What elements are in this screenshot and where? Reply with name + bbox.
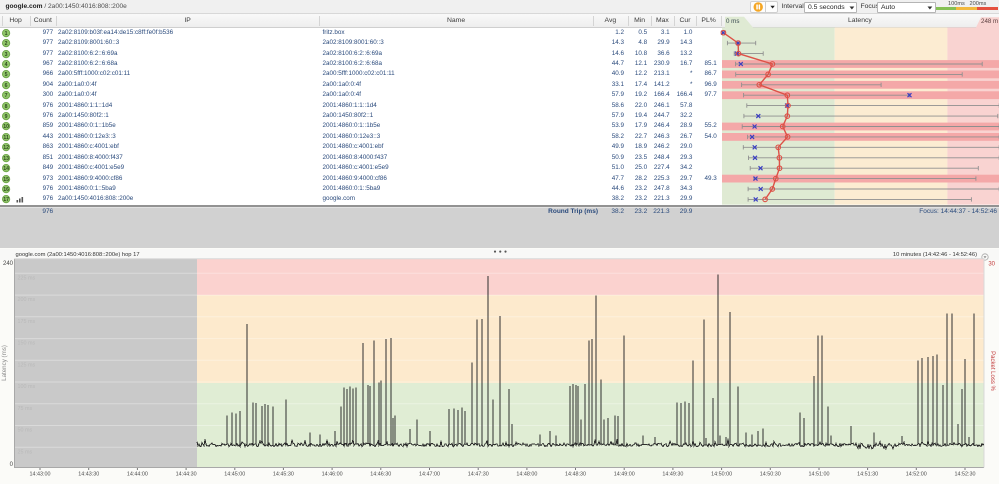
svg-text:175 ms: 175 ms	[18, 319, 36, 325]
svg-text:14:52:00: 14:52:00	[906, 472, 927, 478]
svg-text:1: 1	[4, 31, 7, 37]
svg-text:6: 6	[4, 83, 7, 89]
svg-text:12: 12	[3, 145, 9, 151]
svg-text:14:51:00: 14:51:00	[809, 472, 830, 478]
svg-text:125 ms: 125 ms	[18, 362, 36, 368]
svg-text:0: 0	[10, 462, 14, 468]
svg-text:11: 11	[3, 135, 9, 141]
svg-text:13: 13	[3, 156, 9, 162]
svg-text:14:44:30: 14:44:30	[176, 472, 197, 478]
svg-text:5: 5	[4, 72, 7, 78]
svg-text:14: 14	[3, 166, 9, 172]
svg-text:14:50:00: 14:50:00	[711, 472, 732, 478]
svg-text:15: 15	[3, 177, 9, 183]
svg-text:150 ms: 150 ms	[18, 341, 36, 347]
svg-text:16: 16	[3, 187, 9, 193]
svg-text:2: 2	[4, 41, 7, 47]
svg-text:50 ms: 50 ms	[18, 428, 33, 434]
svg-text:9: 9	[4, 114, 7, 120]
svg-text:240: 240	[3, 261, 14, 267]
svg-text:4: 4	[4, 62, 7, 68]
svg-text:14:44:00: 14:44:00	[127, 472, 148, 478]
svg-text:7: 7	[4, 93, 7, 99]
svg-text:14:48:30: 14:48:30	[565, 472, 586, 478]
svg-text:8: 8	[4, 104, 7, 110]
svg-text:14:46:30: 14:46:30	[370, 472, 391, 478]
svg-text:Latency (ms): Latency (ms)	[1, 345, 8, 381]
svg-text:14:46:00: 14:46:00	[322, 472, 343, 478]
svg-text:225 ms: 225 ms	[18, 275, 36, 281]
svg-text:14:49:00: 14:49:00	[614, 472, 635, 478]
svg-text:Packet Loss %: Packet Loss %	[989, 351, 995, 391]
svg-text:100 ms: 100 ms	[18, 384, 36, 390]
svg-text:14:43:30: 14:43:30	[78, 472, 99, 478]
svg-text:14:43:00: 14:43:00	[30, 472, 51, 478]
svg-text:14:50:30: 14:50:30	[760, 472, 781, 478]
svg-text:14:47:30: 14:47:30	[468, 472, 489, 478]
svg-text:30: 30	[988, 262, 995, 268]
svg-text:14:47:00: 14:47:00	[419, 472, 440, 478]
svg-text:17: 17	[3, 197, 9, 203]
svg-text:10: 10	[3, 125, 9, 131]
svg-text:14:45:00: 14:45:00	[224, 472, 245, 478]
svg-text:14:48:00: 14:48:00	[516, 472, 537, 478]
svg-text:75 ms: 75 ms	[18, 406, 33, 412]
svg-text:200 ms: 200 ms	[18, 297, 36, 303]
svg-text:3: 3	[4, 52, 7, 58]
svg-text:25 ms: 25 ms	[18, 449, 33, 455]
svg-text:14:52:30: 14:52:30	[955, 472, 976, 478]
svg-text:14:49:30: 14:49:30	[662, 472, 683, 478]
svg-text:14:45:30: 14:45:30	[273, 472, 294, 478]
svg-text:14:51:30: 14:51:30	[857, 472, 878, 478]
